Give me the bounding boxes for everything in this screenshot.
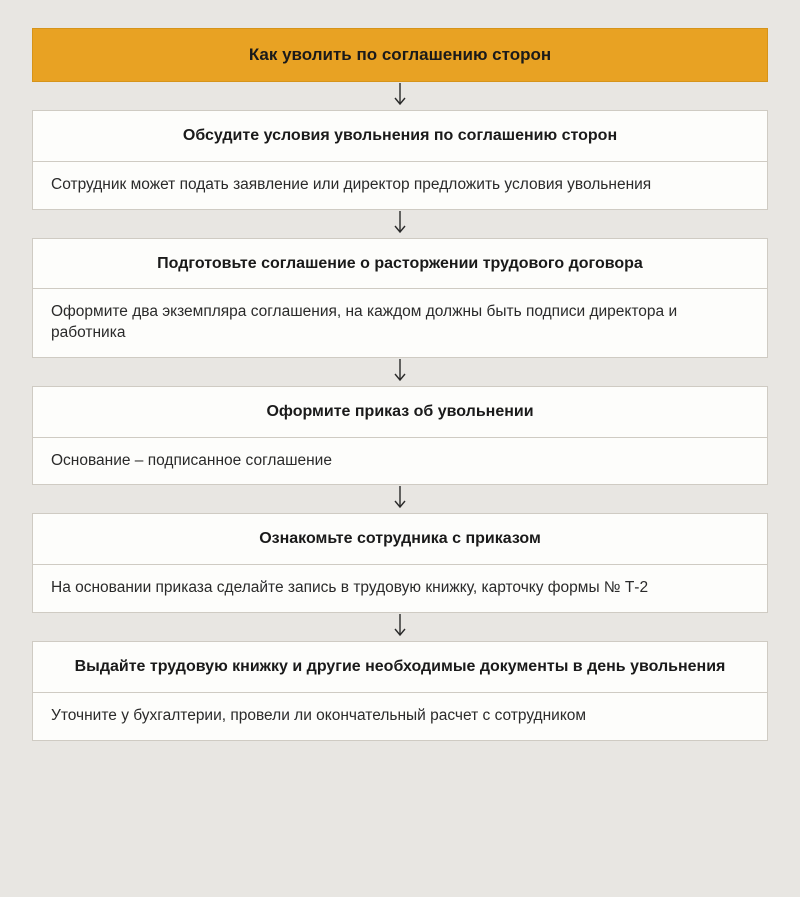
step-body: Сотрудник может подать заявление или дир… xyxy=(33,162,767,209)
step-body: На основании приказа сделайте запись в т… xyxy=(33,565,767,612)
flow-step: Выдайте трудовую книжку и другие необход… xyxy=(32,641,768,741)
flow-title: Как уволить по соглашению сторон xyxy=(249,45,551,64)
step-head: Подготовьте соглашение о расторжении тру… xyxy=(33,239,767,290)
flow-title-box: Как уволить по соглашению сторон xyxy=(32,28,768,82)
flow-step: Обсудите условия увольнения по соглашени… xyxy=(32,110,768,210)
flow-step: Ознакомьте сотрудника с приказом На осно… xyxy=(32,513,768,613)
step-head: Оформите приказ об увольнении xyxy=(33,387,767,438)
step-body: Уточните у бухгалтерии, провели ли оконч… xyxy=(33,693,767,740)
arrow-down-icon xyxy=(393,485,407,513)
step-body: Оформите два экземпляра соглашения, на к… xyxy=(33,289,767,357)
step-head: Выдайте трудовую книжку и другие необход… xyxy=(33,642,767,693)
arrow-down-icon xyxy=(393,358,407,386)
flowchart: Как уволить по соглашению сторон Обсудит… xyxy=(32,28,768,741)
arrow-down-icon xyxy=(393,613,407,641)
flow-step: Оформите приказ об увольнении Основание … xyxy=(32,386,768,486)
step-head: Обсудите условия увольнения по соглашени… xyxy=(33,111,767,162)
arrow-down-icon xyxy=(393,210,407,238)
arrow-down-icon xyxy=(393,82,407,110)
step-body: Основание – подписанное соглашение xyxy=(33,438,767,485)
flow-step: Подготовьте соглашение о расторжении тру… xyxy=(32,238,768,358)
step-head: Ознакомьте сотрудника с приказом xyxy=(33,514,767,565)
